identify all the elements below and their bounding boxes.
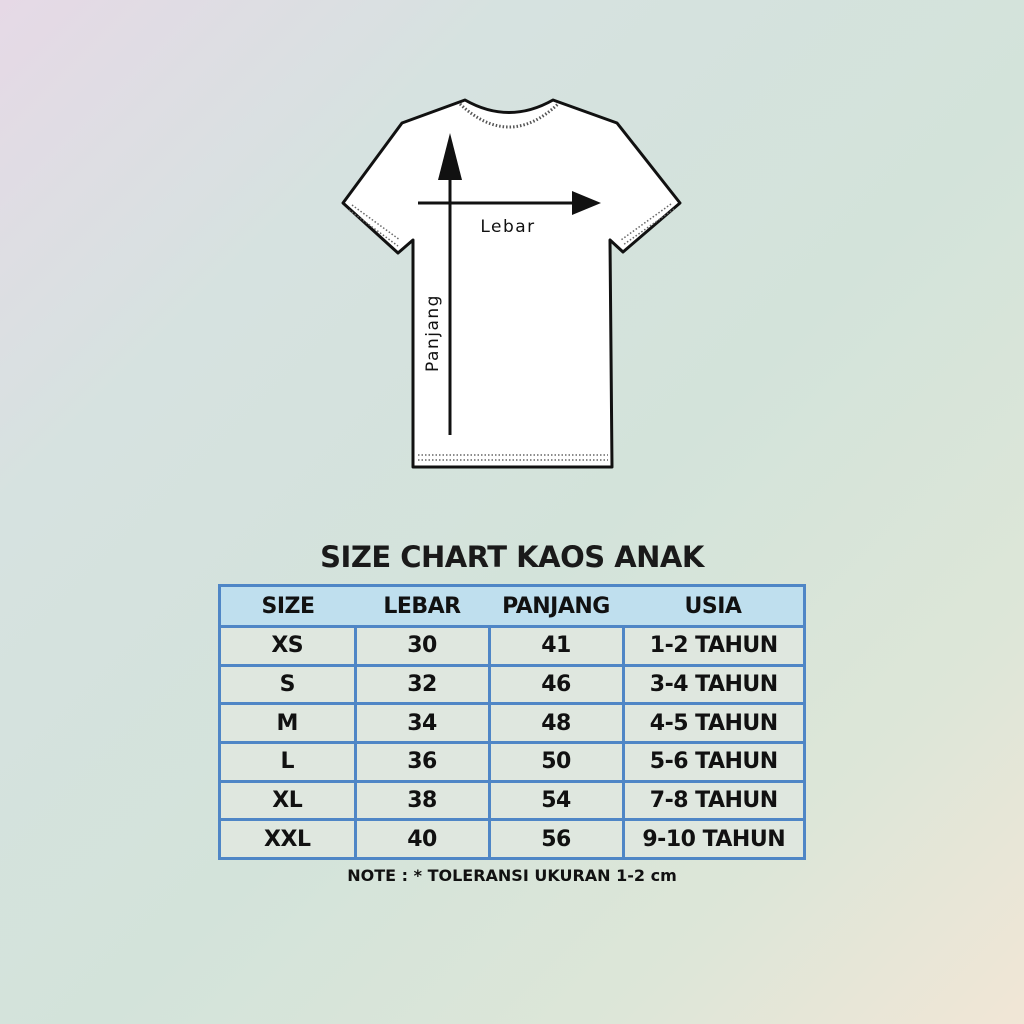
size-table: SIZE LEBAR PANJANG USIA XS 30 41 1-2 TAHUN S… [218,584,806,860]
sleeve-left-stitch [348,204,401,247]
table-row: XS 30 41 1-2 TAHUN [218,625,806,667]
tolerance-note: NOTE : * TOLERANSI UKURAN 1-2 cm [347,866,677,885]
cell-usia: 1-2 TAHUN [621,625,806,667]
table-header-row: SIZE LEBAR PANJANG USIA [219,584,805,628]
tshirt-outline [341,98,682,469]
length-label: Panjang [423,294,443,372]
cell-lebar: 32 [353,663,491,706]
header-usia: USIA [623,584,805,628]
cell-lebar: 36 [353,740,491,783]
table-row: XXL 40 56 9-10 TAHUN [218,818,806,860]
cell-usia: 7-8 TAHUN [621,779,806,822]
table-row: L 36 50 5-6 TAHUN [218,740,806,783]
cell-panjang: 50 [487,740,625,783]
cell-usia: 4-5 TAHUN [621,702,806,744]
cell-panjang: 56 [487,818,625,860]
header-panjang: PANJANG [489,584,623,628]
cell-panjang: 41 [487,625,625,667]
table-row: XL 38 54 7-8 TAHUN [218,779,806,822]
table-row: M 34 48 4-5 TAHUN [218,702,806,744]
length-arrow-head [438,133,462,180]
cell-usia: 5-6 TAHUN [621,740,806,783]
tshirt-diagram: Lebar Panjang [341,98,682,469]
header-lebar: LEBAR [355,584,489,628]
cell-lebar: 38 [353,779,491,822]
hem-stitch [418,454,608,461]
width-arrow-head [572,191,601,215]
cell-size: XS [218,625,357,667]
cell-size: S [218,663,357,706]
header-size: SIZE [219,584,355,628]
cell-size: XL [218,779,357,822]
width-label: Lebar [480,217,535,237]
table-row: S 32 46 3-4 TAHUN [218,663,806,706]
cell-lebar: 40 [353,818,491,860]
cell-usia: 3-4 TAHUN [621,663,806,706]
cell-panjang: 46 [487,663,625,706]
chart-title: SIZE CHART KAOS ANAK [320,540,704,574]
cell-panjang: 48 [487,702,625,744]
cell-lebar: 34 [353,702,491,744]
collar-stitch [458,102,560,129]
cell-size: M [218,702,357,744]
cell-size: XXL [218,818,357,860]
cell-usia: 9-10 TAHUN [621,818,806,860]
cell-lebar: 30 [353,625,491,667]
cell-panjang: 54 [487,779,625,822]
cell-size: L [218,740,357,783]
